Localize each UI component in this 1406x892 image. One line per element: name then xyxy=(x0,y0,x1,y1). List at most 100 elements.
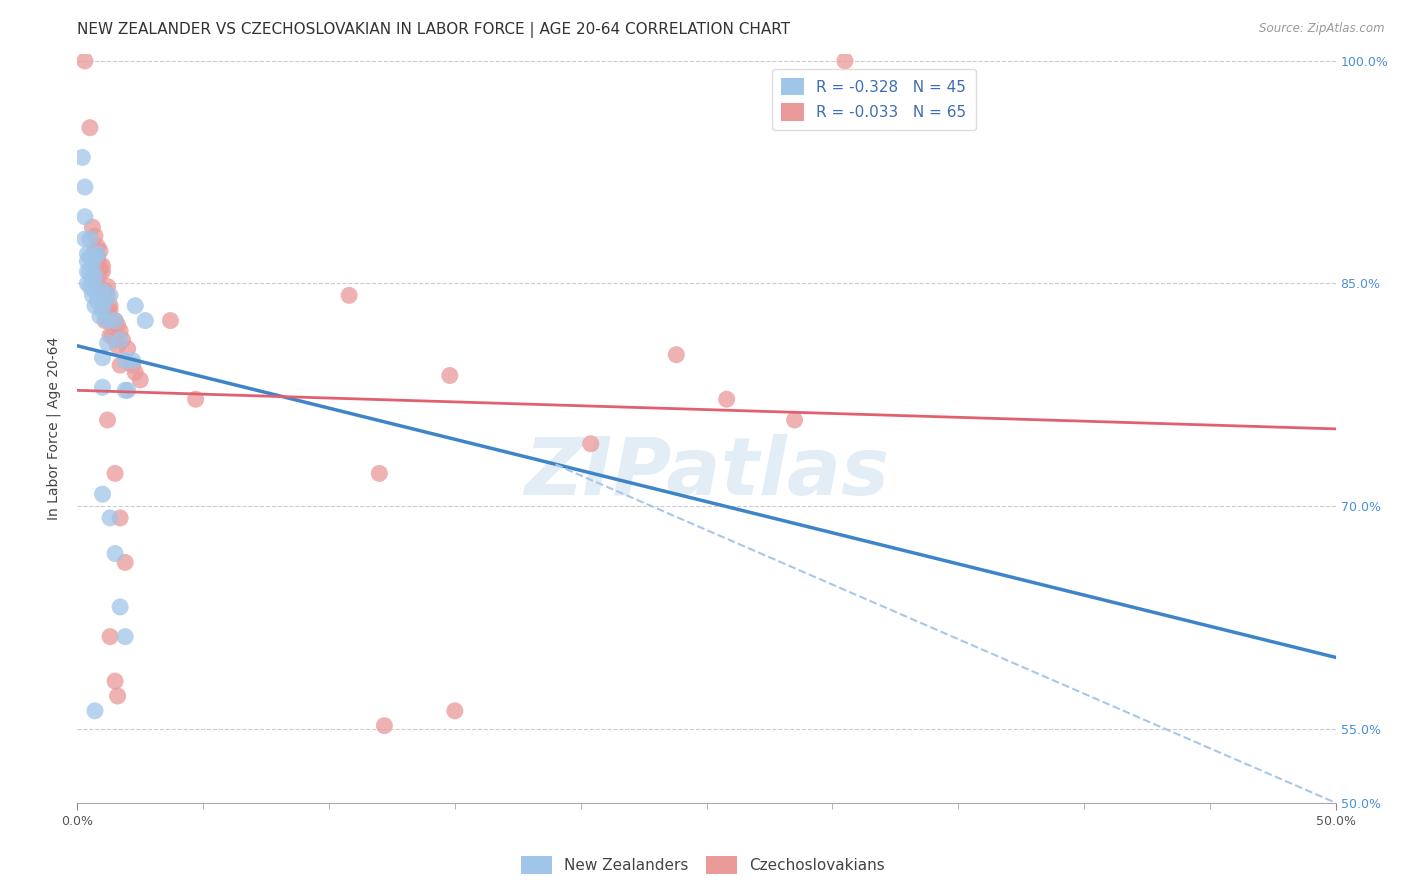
Point xyxy=(79,232,101,246)
Point xyxy=(104,547,127,561)
Point xyxy=(783,858,806,872)
Text: NEW ZEALANDER VS CZECHOSLOVAKIAN IN LABOR FORCE | AGE 20-64 CORRELATION CHART: NEW ZEALANDER VS CZECHOSLOVAKIAN IN LABO… xyxy=(77,22,790,38)
Point xyxy=(129,373,152,387)
Point xyxy=(104,313,127,327)
Point xyxy=(134,313,156,327)
Point xyxy=(82,273,104,287)
Point xyxy=(117,342,139,356)
Point xyxy=(91,487,114,501)
Point xyxy=(108,358,131,372)
Point xyxy=(73,54,96,68)
Point xyxy=(579,858,602,872)
Point xyxy=(84,244,107,258)
Point xyxy=(114,630,136,644)
Point xyxy=(76,265,98,279)
Point xyxy=(86,273,108,287)
Point xyxy=(101,328,124,343)
Legend: R = -0.328   N = 45, R = -0.033   N = 65: R = -0.328 N = 45, R = -0.033 N = 65 xyxy=(772,69,976,130)
Point xyxy=(107,318,129,332)
Point xyxy=(129,867,152,881)
Point xyxy=(444,704,467,718)
Point xyxy=(94,284,117,298)
Point xyxy=(96,313,118,327)
Point xyxy=(96,303,118,318)
Point xyxy=(84,284,107,298)
Point xyxy=(89,309,111,323)
Point xyxy=(107,689,129,703)
Point xyxy=(834,54,856,68)
Point xyxy=(82,220,104,235)
Text: Source: ZipAtlas.com: Source: ZipAtlas.com xyxy=(1260,22,1385,36)
Point xyxy=(368,467,391,481)
Point xyxy=(91,829,114,843)
Point xyxy=(108,511,131,525)
Point xyxy=(76,254,98,268)
Point xyxy=(107,339,129,353)
Point xyxy=(114,556,136,570)
Point xyxy=(159,313,181,327)
Legend: New Zealanders, Czechoslovakians: New Zealanders, Czechoslovakians xyxy=(515,850,891,880)
Point xyxy=(84,259,107,273)
Point xyxy=(108,599,131,614)
Point xyxy=(98,829,121,843)
Point xyxy=(82,288,104,302)
Point xyxy=(84,250,107,264)
Point xyxy=(121,353,143,368)
Point xyxy=(73,210,96,224)
Point xyxy=(96,312,118,326)
Point xyxy=(84,229,107,244)
Point xyxy=(111,333,134,347)
Point xyxy=(104,313,127,327)
Point xyxy=(89,265,111,279)
Point xyxy=(117,384,139,398)
Point xyxy=(108,324,131,338)
Point xyxy=(665,348,688,362)
Point xyxy=(91,380,114,394)
Point xyxy=(96,288,118,302)
Point xyxy=(79,279,101,293)
Point xyxy=(84,299,107,313)
Point xyxy=(94,294,117,309)
Point xyxy=(86,294,108,309)
Point xyxy=(337,288,360,302)
Point xyxy=(94,313,117,327)
Point xyxy=(96,279,118,293)
Point xyxy=(91,351,114,365)
Point xyxy=(104,467,127,481)
Point xyxy=(84,704,107,718)
Point xyxy=(89,244,111,258)
Point xyxy=(104,333,127,347)
Point xyxy=(73,232,96,246)
Point xyxy=(86,239,108,253)
Point xyxy=(98,630,121,644)
Point xyxy=(121,358,143,372)
Point xyxy=(98,328,121,343)
Point xyxy=(124,299,146,313)
Point xyxy=(96,413,118,427)
Point xyxy=(98,288,121,302)
Point xyxy=(94,284,117,298)
Point xyxy=(98,299,121,313)
Point xyxy=(79,250,101,264)
Point xyxy=(82,259,104,273)
Point xyxy=(72,150,94,164)
Point xyxy=(104,674,127,689)
Point xyxy=(89,259,111,273)
Point xyxy=(783,413,806,427)
Point xyxy=(79,265,101,279)
Point xyxy=(184,392,207,407)
Point xyxy=(665,858,688,872)
Point xyxy=(439,368,461,383)
Point xyxy=(114,353,136,368)
Point xyxy=(108,852,131,866)
Point xyxy=(86,247,108,261)
Point xyxy=(91,259,114,273)
Point xyxy=(91,284,114,298)
Text: ZIPatlas: ZIPatlas xyxy=(524,434,889,512)
Point xyxy=(91,284,114,298)
Point xyxy=(86,250,108,264)
Point xyxy=(373,719,395,733)
Point xyxy=(114,384,136,398)
Point xyxy=(76,277,98,291)
Point xyxy=(91,299,114,313)
